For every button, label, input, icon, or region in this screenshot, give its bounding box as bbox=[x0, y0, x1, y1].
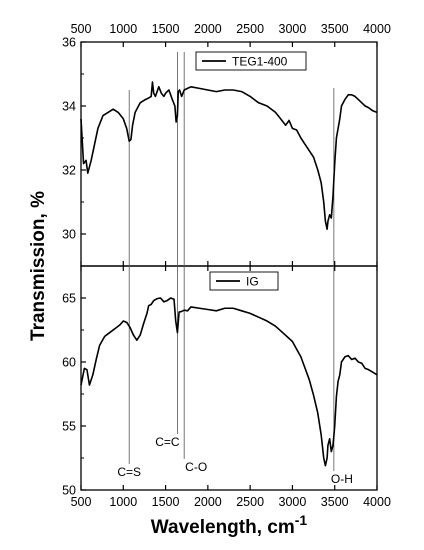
series-line-1 bbox=[80, 81, 378, 230]
x-tick-label-top: 2000 bbox=[194, 22, 222, 36]
x-tick-label-bottom: 2000 bbox=[194, 495, 222, 509]
x-axis-title: Wavelength, cm-1 bbox=[151, 512, 308, 538]
x-tick-label-top: 2500 bbox=[236, 22, 264, 36]
series-lines bbox=[80, 81, 378, 467]
marker-annotations: C=S C=C C-O O-H bbox=[117, 435, 353, 486]
plot-frames bbox=[80, 41, 378, 491]
legend-label: IG bbox=[246, 275, 259, 289]
series-line-2 bbox=[80, 297, 378, 467]
x-tick-label-top: 3000 bbox=[279, 22, 307, 36]
x-tick-label-bottom: 1000 bbox=[109, 495, 137, 509]
y-tick-label: 60 bbox=[62, 356, 76, 370]
y-tick-label: 65 bbox=[62, 292, 76, 306]
x-tick-label-bottom: 500 bbox=[71, 495, 92, 509]
marker-label: C-O bbox=[185, 460, 207, 474]
x-tick-label-top: 500 bbox=[71, 22, 92, 36]
marker-lines bbox=[128, 52, 335, 471]
tick-labels: 30 32 34 36 50 55 60 65 500 500 1000 1000 1500 1500 20… bbox=[62, 22, 391, 509]
marker-label: C=C bbox=[155, 435, 180, 449]
plot-frame-1 bbox=[80, 41, 378, 267]
legend-label: TEG1-400 bbox=[232, 55, 288, 69]
y-tick-label: 34 bbox=[62, 100, 76, 114]
x-tick-label-bottom: 3500 bbox=[321, 495, 349, 509]
y-tick-label: 36 bbox=[62, 36, 76, 50]
legends: TEG1-400 IG bbox=[195, 51, 307, 291]
x-tick-label-bottom: 3000 bbox=[279, 495, 307, 509]
y-tick-label: 30 bbox=[62, 228, 76, 242]
y-tick-label: 50 bbox=[62, 484, 76, 498]
x-tick-label-bottom: 1500 bbox=[152, 495, 180, 509]
marker-label: O-H bbox=[331, 472, 353, 486]
plot-frame-2 bbox=[80, 265, 378, 491]
y-axis-title: Transmission, % bbox=[28, 191, 49, 341]
legend-box bbox=[195, 51, 307, 71]
x-tick-label-bottom: 4000 bbox=[363, 495, 391, 509]
x-tick-label-top: 4000 bbox=[363, 22, 391, 36]
y-tick-label: 32 bbox=[62, 164, 76, 178]
x-tick-label-top: 1000 bbox=[109, 22, 137, 36]
x-axis-title-superscript: -1 bbox=[295, 512, 308, 528]
legend-box bbox=[209, 271, 279, 291]
x-tick-label-top: 3500 bbox=[321, 22, 349, 36]
axis-ticks bbox=[80, 41, 378, 491]
y-tick-label: 55 bbox=[62, 420, 76, 434]
marker-label: C=S bbox=[117, 465, 141, 479]
x-tick-label-bottom: 2500 bbox=[236, 495, 264, 509]
x-tick-label-top: 1500 bbox=[152, 22, 180, 36]
